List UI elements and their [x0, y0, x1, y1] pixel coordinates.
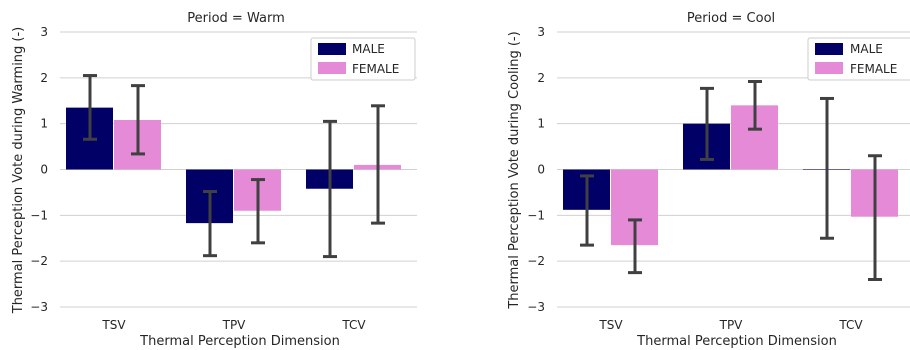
- y-tick-label: 2: [537, 71, 545, 85]
- chart-title-cool: Period = Cool: [687, 11, 775, 26]
- chart-panel-cool: Period = Cool Thermal Perception Vote du…: [507, 11, 910, 349]
- y-ticks-cool: −3 −2 −1 0 1 2 3: [527, 25, 545, 314]
- legend-warm: MALE FEMALE: [310, 37, 416, 81]
- error-bars-cool: [580, 80, 882, 281]
- y-axis-label-cool: Thermal Perception Vote during Cooling (…: [507, 31, 522, 309]
- y-tick-label: 1: [40, 117, 48, 131]
- x-tick-label: TPV: [222, 318, 247, 332]
- y-tick-label: 1: [537, 117, 545, 131]
- x-axis-label-cool: Thermal Perception Dimension: [636, 334, 837, 349]
- y-tick-label: −1: [30, 208, 48, 222]
- y-tick-label: −2: [30, 254, 48, 268]
- legend-label-female: FEMALE: [352, 62, 399, 76]
- legend-swatch-male: [815, 43, 843, 55]
- x-axis-label-warm: Thermal Perception Dimension: [139, 334, 340, 349]
- y-tick-label: −3: [30, 300, 48, 314]
- legend-swatch-female: [318, 62, 346, 74]
- error-bars-warm: [83, 74, 385, 259]
- chart-title-warm: Period = Warm: [187, 11, 284, 26]
- y-ticks-warm: −3 −2 −1 0 1 2 3: [30, 25, 48, 314]
- y-tick-label: 3: [537, 25, 545, 39]
- y-tick-label: 3: [40, 25, 48, 39]
- legend-cool: MALE FEMALE: [807, 37, 910, 81]
- x-tick-label: TSV: [101, 318, 126, 332]
- legend-swatch-male: [318, 43, 346, 55]
- legend-label-male: MALE: [850, 42, 883, 56]
- x-ticks-cool: TSV TPV TCV: [598, 318, 863, 332]
- y-tick-label: 0: [40, 163, 48, 177]
- x-tick-label: TSV: [598, 318, 623, 332]
- y-tick-label: 0: [537, 163, 545, 177]
- y-tick-label: −3: [527, 300, 545, 314]
- bars-cool: [563, 105, 898, 246]
- y-axis-label-warm: Thermal Perception Vote during Warming (…: [11, 27, 26, 315]
- y-tick-label: −1: [527, 208, 545, 222]
- x-tick-label: TCV: [341, 318, 366, 332]
- y-tick-label: 2: [40, 71, 48, 85]
- legend-label-female: FEMALE: [850, 62, 897, 76]
- x-ticks-warm: TSV TPV TCV: [101, 318, 366, 332]
- x-tick-label: TPV: [719, 318, 744, 332]
- legend-label-male: MALE: [352, 42, 385, 56]
- chart-panel-warm: Period = Warm Thermal Perception Vote du…: [11, 11, 417, 349]
- x-tick-label: TCV: [838, 318, 863, 332]
- legend-swatch-female: [815, 62, 843, 74]
- y-tick-label: −2: [527, 254, 545, 268]
- bars-warm: [66, 107, 401, 224]
